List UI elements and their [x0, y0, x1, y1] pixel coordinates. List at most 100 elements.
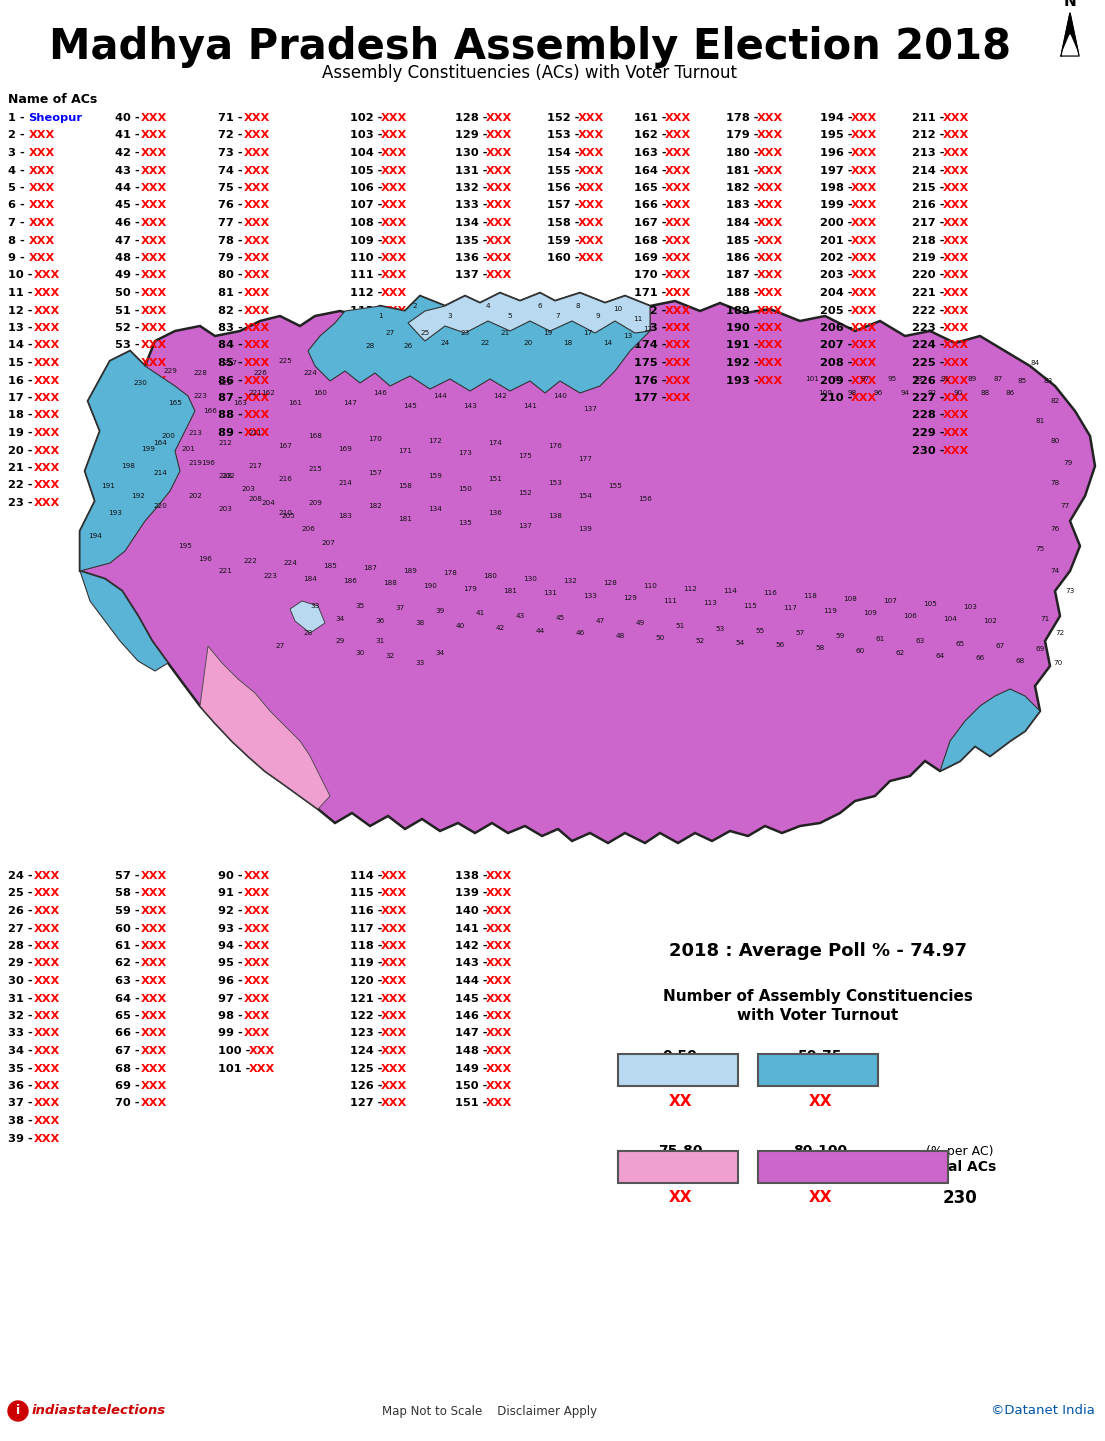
Text: 178 -: 178 -	[726, 112, 762, 122]
Text: 148 -: 148 -	[455, 1046, 492, 1056]
Text: 45: 45	[556, 615, 565, 621]
Text: 198: 198	[122, 463, 135, 468]
Text: XXX: XXX	[578, 218, 603, 228]
Text: 225: 225	[278, 357, 292, 365]
Text: XXX: XXX	[243, 958, 270, 968]
Text: 98 -: 98 -	[218, 1012, 246, 1022]
Text: XXX: XXX	[140, 906, 167, 916]
Text: XXX: XXX	[29, 183, 54, 193]
Text: 84: 84	[1030, 360, 1040, 366]
Text: 220: 220	[154, 503, 167, 509]
Text: 132: 132	[564, 578, 577, 584]
Text: 97 -: 97 -	[218, 993, 246, 1003]
Text: 49: 49	[635, 620, 644, 625]
Text: 205: 205	[281, 513, 295, 519]
Text: XXX: XXX	[943, 166, 969, 176]
Text: 60 -: 60 -	[115, 924, 144, 934]
Text: XXX: XXX	[664, 271, 691, 281]
Text: 230: 230	[943, 1189, 978, 1208]
Text: XXX: XXX	[380, 1063, 407, 1074]
Text: XXX: XXX	[943, 235, 969, 245]
Text: XXX: XXX	[243, 357, 270, 367]
Text: XXX: XXX	[380, 271, 407, 281]
Text: 33: 33	[415, 660, 424, 666]
Text: 83 -: 83 -	[218, 323, 246, 333]
Text: 212 -: 212 -	[912, 131, 948, 141]
Text: 57: 57	[796, 630, 804, 635]
Text: 213: 213	[188, 429, 202, 437]
Text: 78: 78	[1051, 480, 1060, 486]
Text: XXX: XXX	[485, 906, 512, 916]
Text: 182 -: 182 -	[726, 183, 762, 193]
Text: XXX: XXX	[380, 976, 407, 986]
Text: XXX: XXX	[943, 254, 969, 264]
Text: XXX: XXX	[33, 889, 60, 899]
Text: XX: XX	[669, 1094, 692, 1108]
Text: XXX: XXX	[140, 200, 167, 210]
Text: 214: 214	[338, 480, 351, 486]
Text: 223 -: 223 -	[912, 323, 948, 333]
Text: XXX: XXX	[140, 131, 167, 141]
Text: 177: 177	[578, 455, 592, 463]
Text: 74 -: 74 -	[218, 166, 246, 176]
Text: XXX: XXX	[485, 166, 512, 176]
Text: 112: 112	[683, 586, 697, 592]
Text: XXX: XXX	[851, 183, 876, 193]
Text: XXX: XXX	[33, 411, 60, 421]
Text: 90: 90	[954, 391, 962, 396]
Text: 136 -: 136 -	[455, 254, 492, 264]
Text: 7: 7	[556, 313, 560, 318]
Text: 104 -: 104 -	[350, 148, 387, 159]
Text: 169: 169	[338, 447, 351, 452]
Text: XXX: XXX	[757, 235, 782, 245]
Text: XXX: XXX	[485, 1098, 512, 1108]
Text: XXX: XXX	[578, 183, 603, 193]
Text: XXX: XXX	[249, 1063, 275, 1074]
Text: 85: 85	[1018, 378, 1027, 383]
Text: 65: 65	[956, 641, 965, 647]
Text: 140: 140	[554, 393, 567, 399]
Text: 193: 193	[108, 510, 122, 516]
Text: 56 -: 56 -	[115, 393, 144, 403]
Text: 229: 229	[164, 367, 177, 375]
Text: XXX: XXX	[243, 941, 270, 951]
Text: 170 -: 170 -	[634, 271, 671, 281]
Text: XXX: XXX	[943, 411, 969, 421]
Text: 170: 170	[368, 437, 382, 442]
Text: 92: 92	[927, 391, 937, 396]
Text: 136: 136	[488, 510, 502, 516]
Text: 154: 154	[578, 493, 592, 499]
Text: 13: 13	[623, 333, 633, 339]
Text: 96: 96	[873, 391, 883, 396]
Text: 184: 184	[303, 576, 317, 582]
Text: 17: 17	[583, 330, 592, 336]
Text: XXX: XXX	[140, 889, 167, 899]
Polygon shape	[308, 293, 650, 393]
Text: 91: 91	[940, 376, 949, 382]
Text: 31: 31	[376, 638, 385, 644]
Text: XXX: XXX	[243, 924, 270, 934]
Text: 103 -: 103 -	[350, 131, 387, 141]
Text: 117 -: 117 -	[350, 924, 387, 934]
Text: 71: 71	[1041, 615, 1050, 623]
Text: 128: 128	[603, 579, 617, 586]
Text: 153: 153	[548, 480, 562, 486]
Text: XXX: XXX	[33, 1115, 60, 1125]
Text: 85 -: 85 -	[218, 357, 246, 367]
Bar	[758, 1151, 948, 1183]
Text: XXX: XXX	[380, 235, 407, 245]
Text: 18: 18	[564, 340, 572, 346]
Text: 35 -: 35 -	[8, 1063, 36, 1074]
Text: 224: 224	[283, 561, 297, 566]
Text: 109 -: 109 -	[350, 235, 387, 245]
Text: 17 -: 17 -	[8, 393, 36, 403]
Text: 182: 182	[368, 503, 382, 509]
Text: 229 -: 229 -	[912, 428, 948, 438]
Text: XXX: XXX	[243, 218, 270, 228]
Text: 41: 41	[475, 610, 485, 615]
Text: 69: 69	[1035, 646, 1044, 651]
Text: XXX: XXX	[757, 271, 782, 281]
Text: 2: 2	[412, 303, 418, 308]
Text: 174 -: 174 -	[634, 340, 671, 350]
Text: 221: 221	[218, 568, 232, 574]
